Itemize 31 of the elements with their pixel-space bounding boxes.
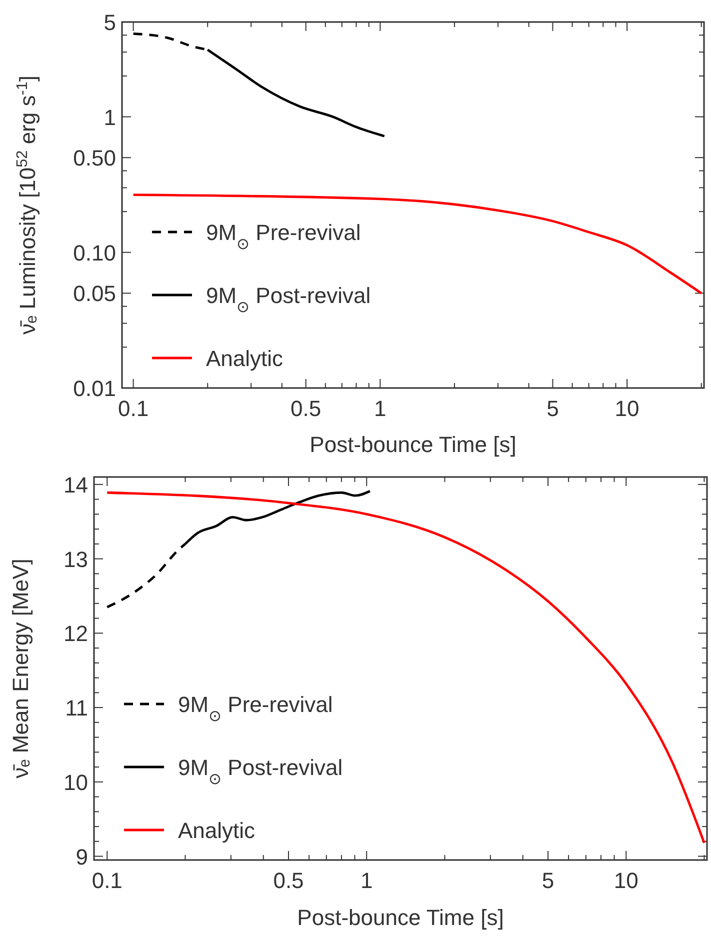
x-tick-label: 5 xyxy=(542,868,554,893)
x-tick-label: 0.1 xyxy=(92,868,122,893)
x-tick-label: 1 xyxy=(374,396,386,421)
legend-label: 9M$_{⊙}$ Post-revival xyxy=(206,283,371,316)
x-tick-label: 0.1 xyxy=(118,396,149,421)
x-tick-label: 1 xyxy=(360,868,373,893)
y-axis-title: ν̄ₑ Mean Energy [MeV] xyxy=(8,558,33,778)
y-tick-label: 5 xyxy=(104,10,116,35)
legend-label: 9M$_{⊙}$ Pre-revival xyxy=(206,220,361,252)
x-tick-label: 0.5 xyxy=(290,396,322,421)
y-tick-label: 13 xyxy=(64,546,88,572)
x-tick-label: 10 xyxy=(614,868,638,893)
legend-label: Analytic xyxy=(178,818,256,843)
legend-label: Analytic xyxy=(206,346,284,371)
y-tick-label: 11 xyxy=(65,696,88,721)
y-tick-label: 14 xyxy=(64,472,88,498)
x-tick-label: 0.5 xyxy=(273,868,304,893)
legend-label: 9M$_{⊙}$ Post-revival xyxy=(178,755,343,788)
y-tick-label: 0.10 xyxy=(73,240,116,266)
y-tick-label: 9 xyxy=(76,844,88,870)
y-tick-label: 0.01 xyxy=(73,376,116,401)
legend-label: 9M$_{⊙}$ Pre-revival xyxy=(178,692,333,724)
y-tick-label: 0.05 xyxy=(73,281,116,306)
y-tick-label: 0.50 xyxy=(73,146,116,171)
y-tick-label: 10 xyxy=(64,770,88,795)
x-axis-title: Post-bounce Time [s] xyxy=(310,432,516,457)
y-tick-label: 12 xyxy=(64,621,88,646)
x-tick-label: 5 xyxy=(546,396,559,421)
y-tick-label: 1 xyxy=(104,104,116,130)
x-axis-title: Post-bounce Time [s] xyxy=(297,905,504,930)
x-tick-label: 10 xyxy=(614,396,640,421)
